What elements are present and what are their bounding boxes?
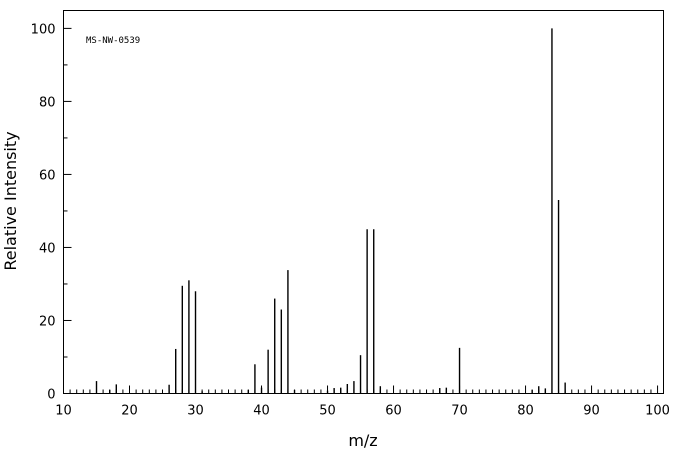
x-axis-label: m/z: [348, 431, 377, 450]
y-tick-label: 40: [39, 241, 56, 256]
x-tick-label: 60: [385, 404, 402, 419]
x-tick-label: 70: [451, 404, 468, 419]
annotation: MS-NW-0539: [86, 36, 140, 46]
y-tick-label: 60: [39, 168, 56, 183]
x-tick-label: 50: [319, 404, 336, 419]
y-axis-label: Relative Intensity: [1, 131, 20, 270]
x-tick-label: 90: [583, 404, 600, 419]
y-tick-label: 20: [39, 314, 56, 329]
x-tick-label: 30: [187, 404, 204, 419]
plot-frame: [63, 10, 664, 394]
x-tick-label: 80: [517, 404, 534, 419]
x-tick-label: 20: [121, 404, 138, 419]
y-tick-label: 100: [31, 22, 56, 37]
x-tick-label: 10: [55, 404, 72, 419]
y-tick-label: 80: [39, 95, 56, 110]
x-tick-label: 40: [253, 404, 270, 419]
x-tick-label: 100: [645, 404, 670, 419]
y-tick-label: 0: [47, 388, 55, 403]
